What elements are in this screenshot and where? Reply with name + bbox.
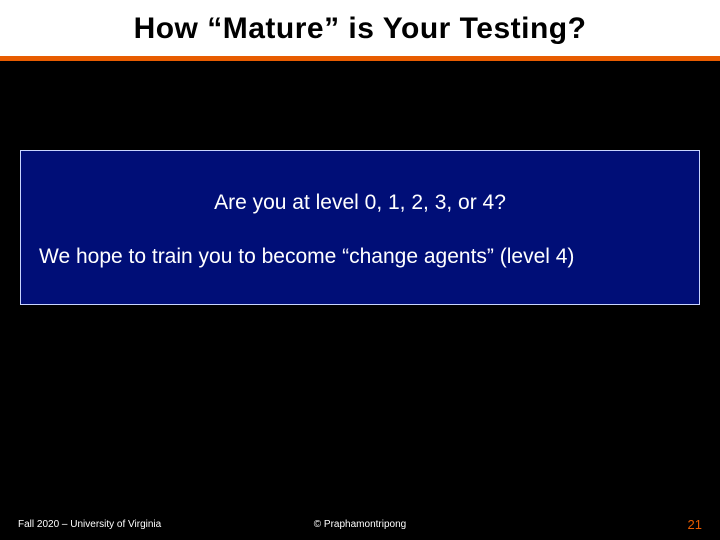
footer-page-number: 21 [688,517,702,532]
footer-center: © Praphamontripong [314,519,406,530]
footer: Fall 2020 – University of Virginia © Pra… [0,514,720,540]
divider-bar [0,56,720,61]
title-region: How “Mature” is Your Testing? [0,0,720,56]
content-line-1: Are you at level 0, 1, 2, 3, or 4? [21,191,699,215]
content-line-2: We hope to train you to become “change a… [21,245,699,269]
footer-left: Fall 2020 – University of Virginia [18,519,161,530]
slide-title: How “Mature” is Your Testing? [0,12,720,46]
content-box: Are you at level 0, 1, 2, 3, or 4? We ho… [20,150,700,305]
